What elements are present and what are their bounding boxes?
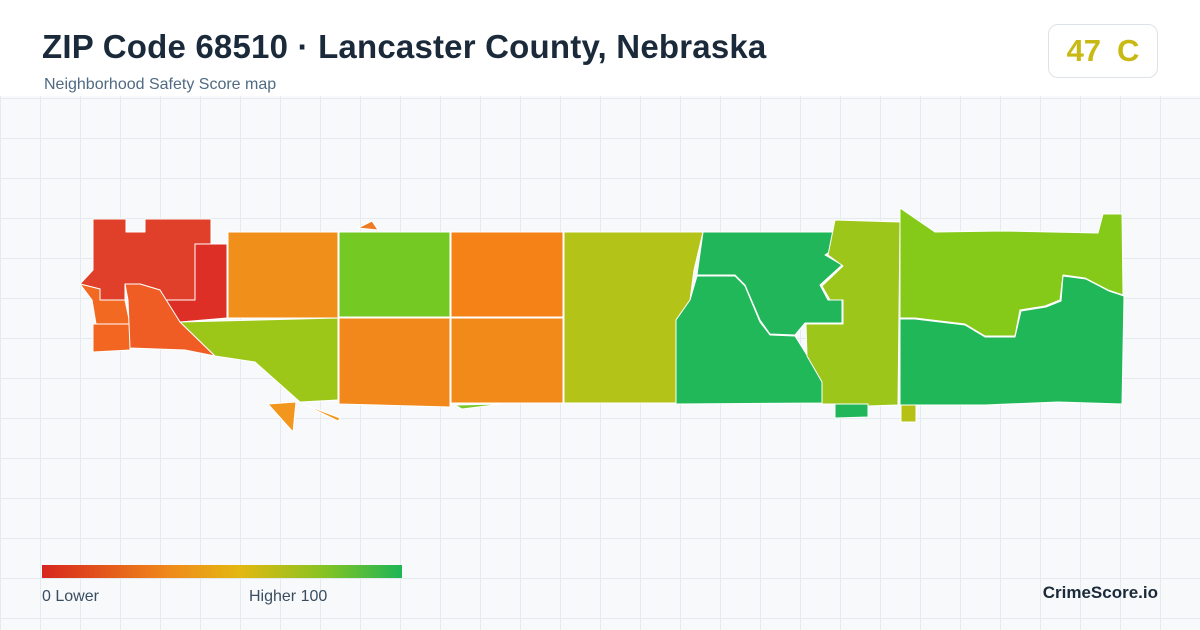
neighborhood-region[interactable] — [79, 283, 131, 325]
neighborhood-region[interactable] — [454, 403, 503, 410]
neighborhood-region[interactable] — [92, 323, 131, 353]
page-title: ZIP Code 68510 · Lancaster County, Nebra… — [42, 28, 767, 65]
neighborhood-region[interactable] — [338, 231, 451, 318]
page-subtitle: Neighborhood Safety Score map — [44, 76, 277, 93]
score-legend-gradient — [42, 565, 402, 578]
neighborhood-region[interactable] — [834, 403, 869, 419]
legend-high-label: Higher 100 — [249, 588, 328, 605]
score-value: 47 — [1066, 33, 1102, 68]
neighborhood-region[interactable] — [899, 207, 1124, 337]
brand-logo: CrimeScore.io — [1042, 583, 1158, 602]
neighborhood-region[interactable] — [450, 231, 564, 318]
neighborhood-region[interactable] — [450, 317, 564, 404]
safety-score-badge: 47 C — [1048, 24, 1158, 78]
header: ZIP Code 68510 · Lancaster County, Nebra… — [0, 0, 1200, 96]
neighborhood-region[interactable] — [338, 317, 451, 408]
score-grade: C — [1117, 33, 1140, 68]
neighborhood-region[interactable] — [267, 401, 297, 433]
legend-low-label: 0 Lower — [42, 588, 99, 605]
neighborhood-region[interactable] — [302, 403, 341, 422]
neighborhood-region[interactable] — [227, 231, 339, 319]
neighborhood-region[interactable] — [900, 404, 917, 423]
neighborhood-region[interactable] — [899, 275, 1125, 406]
neighborhood-region[interactable] — [179, 317, 339, 403]
neighborhood-region[interactable] — [805, 219, 901, 407]
neighborhood-region[interactable] — [357, 220, 379, 231]
